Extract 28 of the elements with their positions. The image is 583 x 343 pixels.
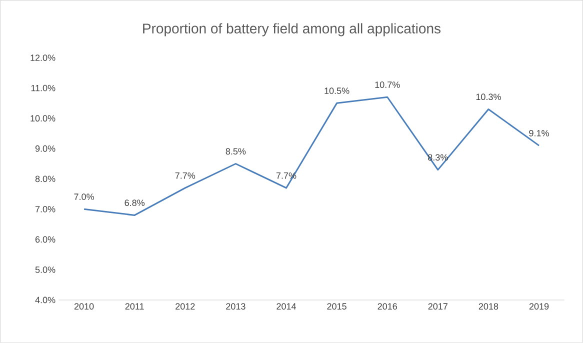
x-tick-label: 2019	[529, 303, 549, 310]
x-tick-label: 2012	[176, 303, 195, 310]
x-tick-label: 2010	[74, 303, 94, 310]
y-tick-label: 7.0%	[35, 206, 56, 212]
x-tick-label: 2011	[125, 303, 144, 310]
y-tick-label: 9.0%	[35, 146, 56, 152]
y-tick-label: 11.0%	[31, 84, 56, 92]
x-tick-label: 2015	[327, 303, 346, 310]
data-label: 9.1%	[529, 130, 549, 136]
y-tick-label: 10.0%	[30, 115, 56, 122]
data-label: 10.7%	[375, 82, 400, 88]
x-tick-label: 2016	[378, 303, 397, 310]
y-tick-label: 8.0%	[35, 176, 56, 182]
y-tick-label: 12.0%	[30, 54, 56, 62]
data-label: 8.5%	[226, 148, 246, 155]
data-label: 10.5%	[324, 88, 350, 94]
data-label: 7.0%	[74, 194, 94, 200]
data-label: 7.7%	[175, 172, 196, 179]
x-tick-label: 2018	[478, 303, 498, 310]
x-tick-label: 2013	[226, 303, 246, 310]
data-label: 10.3%	[476, 94, 501, 100]
chart-title: Proportion of battery field among all applications	[143, 23, 441, 36]
x-tick-label: 2017	[428, 303, 448, 310]
y-tick-label: 4.0%	[35, 296, 56, 304]
y-tick-label: 6.0%	[35, 236, 56, 243]
y-tick-label: 5.0%	[35, 266, 56, 274]
x-tick-label: 2014	[276, 303, 296, 310]
data-label: 6.8%	[124, 200, 145, 206]
